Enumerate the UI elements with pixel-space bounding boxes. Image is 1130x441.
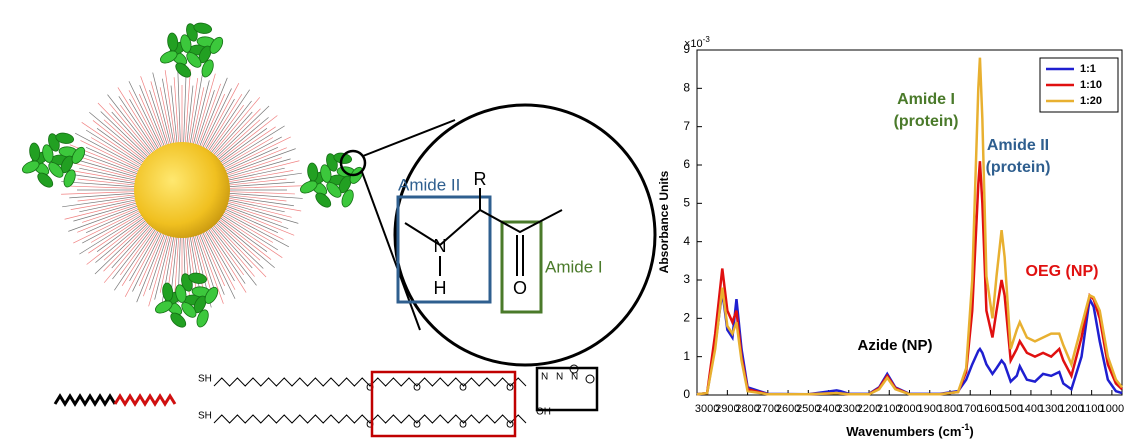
chart: 0123456789300029002800270026002500240023… [657,35,1124,440]
atom: N [556,372,563,383]
atom: N [541,372,548,383]
protein-helix [29,142,41,161]
ligand [82,122,145,164]
x-tick-label: 1000 [1100,403,1124,415]
ligand [225,202,298,223]
y-tick-label: 3 [683,272,690,286]
atom: O [413,420,421,431]
y-tick-label: 2 [683,311,690,325]
label: Amide I [545,257,603,276]
atom: O [459,383,467,394]
atom: N [434,236,447,256]
gold-nanoparticle [134,142,230,238]
annotation: Amide II [987,137,1049,154]
y-tick-label: 7 [683,119,690,133]
y-tick-label: 5 [683,196,690,210]
y-tick-label: 8 [683,81,690,95]
ligand [207,90,249,153]
x-axis-label-part: Wavenumbers (cm [846,424,961,439]
atom: O [506,420,514,431]
charge [586,375,594,383]
annotation: Azide (NP) [858,337,933,354]
ligand [226,198,301,211]
x-axis-label-part: ) [969,424,973,439]
annotation: (protein) [986,159,1051,176]
y-tick-label: 4 [683,234,690,248]
multiplier-exp: -3 [703,35,711,44]
ligand [79,199,138,211]
atom: O [413,383,421,394]
ligand [79,168,138,180]
atom: R [474,169,487,189]
oeg [115,396,175,404]
ligand [191,87,203,146]
y-tick-label: 6 [683,157,690,171]
protein-helix [307,162,319,181]
protein-helix [167,32,179,51]
figure: Amide II Amide I R N H O SHOOOONNNSHOOOO… [0,0,1130,441]
atom: H [434,278,447,298]
linker-chains: SHOOOONNNSHOOOOOH [198,365,594,431]
ligand [114,227,156,290]
y-axis-label: Absorbance Units [657,170,671,273]
ligand [226,199,285,211]
ligand [219,215,282,257]
legend-label: 1:10 [1080,79,1102,91]
y-tick-label: 0 [683,387,690,401]
y-multiplier: ×10-3 [684,35,710,50]
annotation: (protein) [894,113,959,130]
ligand [226,168,285,180]
ligand [160,87,172,146]
multiplier-base: ×10 [684,38,703,50]
ligand [190,71,203,146]
atom: O [459,420,467,431]
ligand-zigzag [55,396,175,404]
legend-label: 1:1 [1080,63,1096,75]
ligand [191,234,203,293]
atom: SH [198,374,212,385]
alkyl [55,396,115,404]
annotation: Amide I [897,91,955,108]
x-axis-label-part: -1 [961,422,969,432]
annotation: OEG (NP) [1026,263,1099,280]
ligand [194,74,215,147]
x-axis-label: Wavenumbers (cm-1) [846,422,973,439]
atom: SH [198,411,212,422]
atom: O [513,278,527,298]
atom: O [506,383,514,394]
legend-label: 1:20 [1080,95,1102,107]
label: Amide II [398,175,460,194]
y-tick-label: 1 [683,349,690,363]
